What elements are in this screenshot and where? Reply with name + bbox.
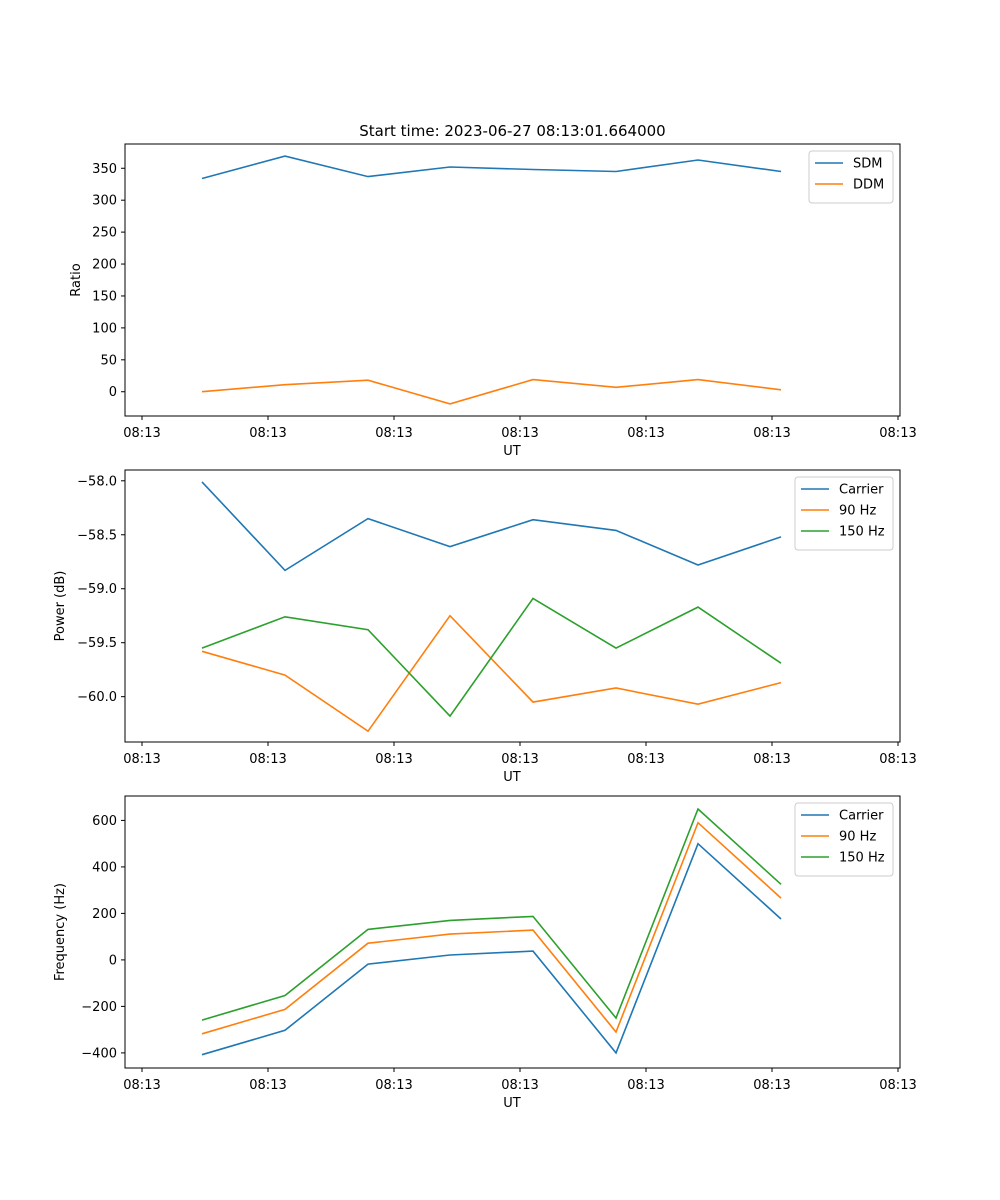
x-axis-label: UT <box>503 444 521 459</box>
x-axis-label: UT <box>503 770 521 785</box>
series-line-90-hz <box>201 614 782 733</box>
y-tick-label: 50 <box>100 353 117 368</box>
legend-label: 90 Hz <box>839 830 876 845</box>
y-tick-label: 200 <box>92 907 117 922</box>
x-tick-label: 08:13 <box>249 752 286 767</box>
subplot-1: 08:13 08:13 08:13 08:13 08:13 08:13 08:13 0 50 10… <box>69 143 917 459</box>
x-tick-label: 08:13 <box>501 1078 538 1093</box>
y-tick-label: −59.0 <box>77 582 117 597</box>
subplot-stack: 08:13 08:13 08:13 08:13 08:13 08:13 08:13 0 50 10… <box>53 143 917 1111</box>
y-tick-label: −200 <box>81 1000 117 1015</box>
axes-frame <box>124 469 901 743</box>
series-line-150-hz <box>201 807 782 1021</box>
series-line-ddm <box>201 378 782 405</box>
y-tick-label: 250 <box>92 226 117 241</box>
y-tick-label: 0 <box>109 953 117 968</box>
x-tick-label: 08:13 <box>375 426 412 441</box>
legend-label: 150 Hz <box>839 851 885 866</box>
y-tick-label: 0 <box>109 385 117 400</box>
x-tick-label: 08:13 <box>879 1078 916 1093</box>
x-tick-label: 08:13 <box>375 752 412 767</box>
legend-label: Carrier <box>839 809 884 824</box>
legend-box <box>808 150 894 204</box>
y-axis-label: Ratio <box>69 263 84 296</box>
subplot-3: 08:13 08:13 08:13 08:13 08:13 08:13 08:13 −400 −… <box>53 795 917 1111</box>
x-tick-label: 08:13 <box>123 426 160 441</box>
series-line-90-hz <box>201 821 782 1035</box>
y-tick-label: −58.0 <box>77 474 117 489</box>
y-tick-label: 400 <box>92 860 117 875</box>
legend-label: 90 Hz <box>839 504 876 519</box>
x-axis-label: UT <box>503 1096 521 1111</box>
series-line-carrier <box>201 842 782 1056</box>
series-line-sdm <box>201 155 782 180</box>
x-tick-label: 08:13 <box>753 1078 790 1093</box>
x-tick-label: 08:13 <box>627 752 664 767</box>
legend: Carrier 90 Hz 150 Hz <box>794 802 894 877</box>
x-tick-label: 08:13 <box>501 752 538 767</box>
x-tick-label: 08:13 <box>627 1078 664 1093</box>
axes-frame <box>124 795 901 1069</box>
x-tick-label: 08:13 <box>249 426 286 441</box>
legend-label: SDM <box>853 157 882 172</box>
x-tick-label: 08:13 <box>501 426 538 441</box>
y-axis-label: Power (dB) <box>53 571 68 642</box>
legend-label: DDM <box>853 178 884 193</box>
y-tick-label: 200 <box>92 258 117 273</box>
legend: SDM DDM <box>808 150 894 204</box>
series-line-carrier <box>201 481 782 572</box>
x-tick-label: 08:13 <box>123 752 160 767</box>
x-tick-label: 08:13 <box>123 1078 160 1093</box>
y-tick-label: 150 <box>92 289 117 304</box>
x-tick-label: 08:13 <box>627 426 664 441</box>
figure-title: Start time: 2023-06-27 08:13:01.664000 <box>359 122 665 140</box>
y-tick-label: 300 <box>92 194 117 209</box>
y-tick-label: 350 <box>92 162 117 177</box>
legend-label: 150 Hz <box>839 525 885 540</box>
x-tick-label: 08:13 <box>375 1078 412 1093</box>
x-tick-label: 08:13 <box>249 1078 286 1093</box>
legend: Carrier 90 Hz 150 Hz <box>794 476 894 551</box>
x-tick-label: 08:13 <box>879 426 916 441</box>
x-tick-label: 08:13 <box>879 752 916 767</box>
legend-label: Carrier <box>839 483 884 498</box>
y-tick-label: 600 <box>92 814 117 829</box>
y-tick-label: −400 <box>81 1046 117 1061</box>
subplot-2: 08:13 08:13 08:13 08:13 08:13 08:13 08:13 −60.0… <box>53 469 917 785</box>
series-line-150-hz <box>201 597 782 718</box>
y-tick-label: 100 <box>92 321 117 336</box>
y-tick-label: −60.0 <box>77 690 117 705</box>
y-tick-label: −58.5 <box>77 528 117 543</box>
y-tick-label: −59.5 <box>77 636 117 651</box>
axes-frame <box>124 143 901 417</box>
x-tick-label: 08:13 <box>753 426 790 441</box>
x-tick-label: 08:13 <box>753 752 790 767</box>
y-axis-label: Frequency (Hz) <box>53 883 68 981</box>
